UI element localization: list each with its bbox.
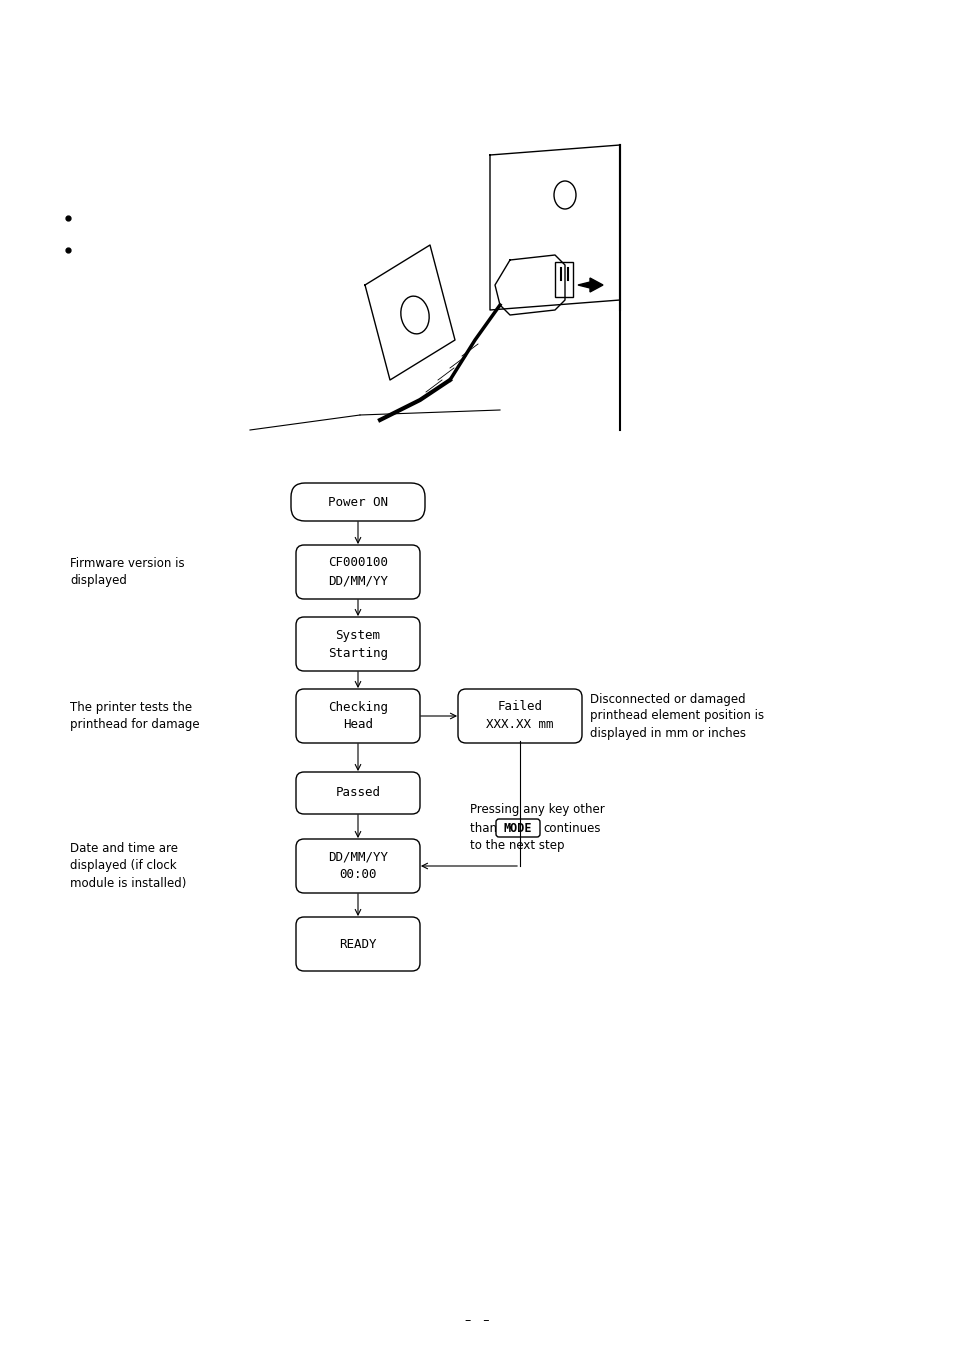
Text: Failed
XXX.XX mm: Failed XXX.XX mm [486, 701, 553, 731]
Bar [555, 262, 573, 297]
Text: Checking
Head: Checking Head [328, 701, 388, 731]
Text: READY: READY [339, 938, 376, 951]
Text: –   –: – – [464, 1313, 489, 1327]
FancyBboxPatch shape [295, 689, 419, 743]
Text: to the next step: to the next step [470, 839, 564, 852]
FancyBboxPatch shape [295, 839, 419, 893]
Text: MODE: MODE [503, 821, 532, 835]
Text: Passed: Passed [335, 786, 380, 800]
Text: Power ON: Power ON [328, 496, 388, 508]
Text: continues: continues [542, 821, 599, 835]
FancyBboxPatch shape [295, 917, 419, 971]
FancyBboxPatch shape [457, 689, 581, 743]
Text: Firmware version is
displayed: Firmware version is displayed [70, 557, 185, 586]
FancyBboxPatch shape [295, 617, 419, 671]
FancyBboxPatch shape [291, 484, 424, 521]
FancyBboxPatch shape [295, 771, 419, 815]
Text: System
Starting: System Starting [328, 628, 388, 659]
Text: DD/MM/YY
00:00: DD/MM/YY 00:00 [328, 851, 388, 881]
Text: Disconnected or damaged
printhead element position is
displayed in mm or inches: Disconnected or damaged printhead elemen… [589, 693, 763, 739]
Text: Date and time are
displayed (if clock
module is installed): Date and time are displayed (if clock mo… [70, 843, 186, 889]
Polygon shape [578, 278, 602, 292]
Text: Pressing any key other: Pressing any key other [470, 804, 604, 816]
FancyBboxPatch shape [295, 544, 419, 598]
Text: The printer tests the
printhead for damage: The printer tests the printhead for dama… [70, 701, 199, 731]
Text: than: than [470, 821, 500, 835]
FancyBboxPatch shape [496, 819, 539, 838]
Text: CF000100
DD/MM/YY: CF000100 DD/MM/YY [328, 557, 388, 588]
